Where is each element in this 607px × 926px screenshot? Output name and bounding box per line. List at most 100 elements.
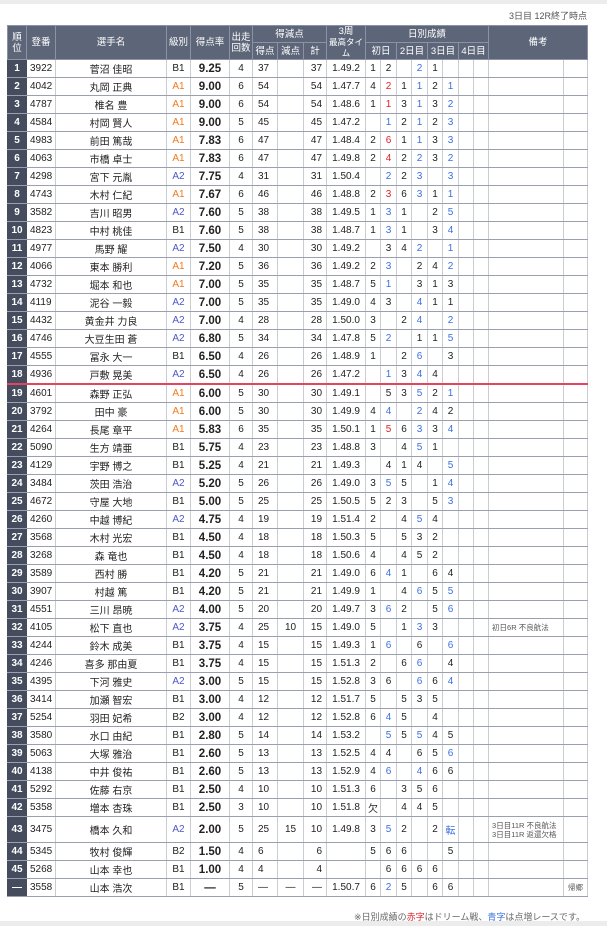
day-result: 1 (411, 95, 429, 114)
day-result (473, 275, 490, 294)
day-result (473, 149, 490, 168)
day-result: 3 (396, 95, 413, 114)
day-result: 6 (365, 878, 382, 897)
notes (488, 510, 565, 529)
header-points-group: 得減点 (251, 25, 328, 43)
best-time: 1.50.4 (326, 167, 367, 186)
notes-extra (563, 528, 589, 547)
total-points: 19 (302, 510, 328, 529)
day-result: 5 (365, 690, 382, 709)
day-result: 6 (396, 842, 413, 861)
racer-name: 長尾 章平 (55, 420, 167, 439)
best-time: 1.49.8 (326, 816, 367, 843)
note-line: 初日6R 不良航法 (492, 623, 549, 632)
note-line: 3日目11R 不良航法 (492, 820, 557, 830)
day-result (411, 600, 429, 619)
point-rate: 7.20 (190, 257, 230, 276)
day-result: 5 (380, 726, 398, 745)
minus-points (277, 77, 304, 96)
day-result (458, 564, 475, 583)
day-result (458, 654, 475, 673)
total-points: 30 (302, 383, 328, 403)
reg-number: 4063 (26, 149, 56, 168)
notes (488, 329, 565, 348)
reg-number: 4977 (26, 239, 56, 258)
notes (488, 167, 565, 186)
notes-extra (563, 762, 589, 781)
notes-extra (563, 474, 589, 493)
starts: 4 (229, 780, 253, 799)
total-points: 21 (302, 564, 328, 583)
rank-cell: 2 (7, 77, 27, 96)
day-result: 4 (396, 510, 413, 529)
table-row: 10 4823 中村 桃佳 B1 7.60 5 38 38 1.48.7 1 3 1 3 4 (7, 221, 589, 240)
racer-name: 牧村 俊輝 (55, 842, 167, 861)
racer-name: 山本 浩次 (55, 878, 167, 897)
starts: 4 (229, 438, 253, 457)
total-points: 30 (302, 402, 328, 421)
grade: A1 (166, 113, 191, 132)
day-result: 6 (442, 636, 460, 655)
day-result: 6 (380, 672, 398, 691)
reg-number: 4936 (26, 365, 56, 385)
best-time: 1.50.5 (326, 492, 367, 511)
day-result (411, 816, 429, 843)
total-points: 15 (302, 654, 328, 673)
rank-cell: 16 (7, 329, 27, 348)
point-rate: 6.80 (190, 329, 230, 348)
day-result (473, 203, 490, 222)
points: 14 (252, 726, 278, 745)
racer-name: 大塚 雅治 (55, 744, 167, 763)
reg-number: 5254 (26, 708, 56, 727)
notes-extra (563, 726, 589, 745)
grade: B2 (166, 842, 191, 861)
total-points: 10 (302, 816, 328, 843)
day-result: 3 (365, 474, 382, 493)
grade: B1 (166, 221, 191, 240)
best-time: 1.47.7 (326, 77, 367, 96)
day-result (458, 510, 475, 529)
day-result (473, 239, 490, 258)
header-notes: 備考 (488, 25, 589, 60)
day-result: 2 (427, 77, 444, 96)
day-result (365, 383, 382, 403)
racer-name: 橋本 久和 (55, 816, 167, 843)
table-row: 28 3268 森 竜也 B1 4.50 4 18 18 1.50.6 4 4 5 2 (7, 546, 589, 565)
grade: B1 (166, 860, 191, 879)
table-row: 2 4042 丸岡 正典 A1 9.00 6 54 54 1.47.7 4 2 1 1 2 1 (7, 77, 589, 96)
reg-number: 4246 (26, 654, 56, 673)
day-result (473, 672, 490, 691)
day-result: 5 (396, 528, 413, 547)
reg-number: 3558 (26, 878, 56, 897)
day-result: 3 (442, 347, 460, 366)
table-row: 18 4936 戸敷 晃美 A2 6.50 4 26 26 1.47.2 1 3 4 4 (7, 365, 589, 385)
reg-number: 3414 (26, 690, 56, 709)
day-result: 3 (411, 185, 429, 204)
table-row: 23 4129 宇野 博之 B1 5.25 4 21 21 1.49.3 4 1 4 5 (7, 456, 589, 475)
rank-cell: — (7, 878, 27, 897)
reg-number: 3792 (26, 402, 56, 421)
table-row: 17 4555 冨永 大一 B1 6.50 4 26 26 1.48.9 1 2 6 3 (7, 347, 589, 366)
notes (488, 257, 565, 276)
point-rate: 9.25 (190, 59, 230, 78)
starts: 4 (229, 167, 253, 186)
grade: B1 (166, 798, 191, 817)
day-result (473, 726, 490, 745)
day-result (458, 113, 475, 132)
day-result (473, 113, 490, 132)
point-rate: 4.50 (190, 546, 230, 565)
rank-cell: 31 (7, 600, 27, 619)
starts: 5 (229, 275, 253, 294)
total-points: 20 (302, 600, 328, 619)
table-row: 20 3792 田中 豪 A1 6.00 5 30 30 1.49.9 4 4 2 4 2 (7, 402, 589, 421)
reg-number: 4432 (26, 311, 56, 330)
day-result: 6 (411, 860, 429, 879)
grade: A2 (166, 293, 191, 312)
rank-cell: 6 (7, 149, 27, 168)
notes (488, 311, 565, 330)
notes (488, 564, 565, 583)
table-row: 37 5254 羽田 妃希 B2 3.00 4 12 12 1.52.8 6 4 5 4 (7, 708, 589, 727)
header-time-1: 3周 (338, 26, 354, 37)
notes-extra (563, 95, 589, 114)
point-rate: 2.00 (190, 816, 230, 843)
